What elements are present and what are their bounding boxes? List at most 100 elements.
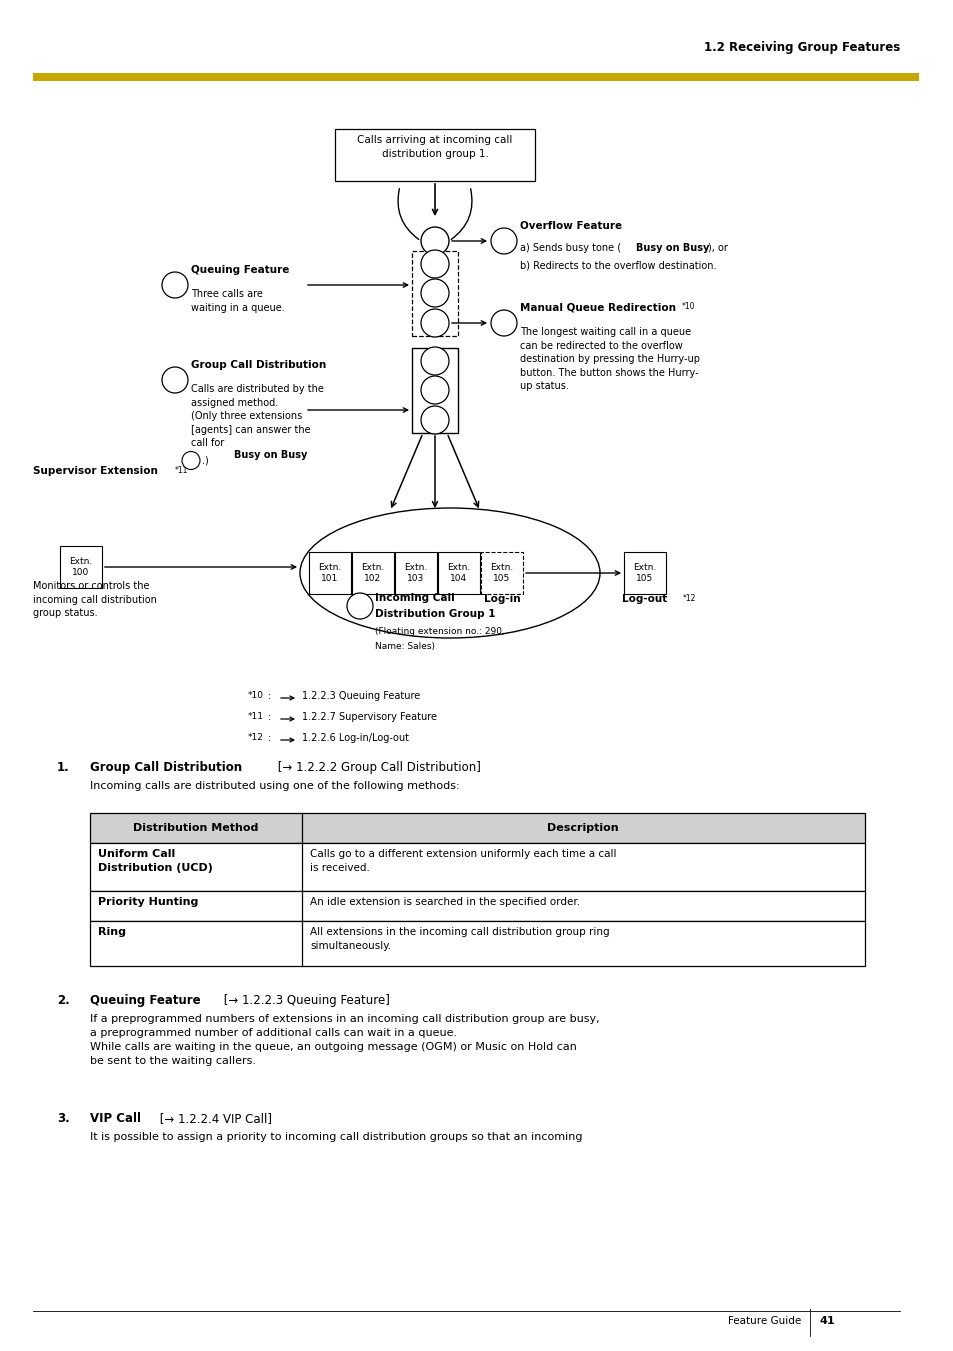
Circle shape bbox=[491, 309, 517, 336]
Text: Extn.
101: Extn. 101 bbox=[318, 563, 341, 584]
Text: *12: *12 bbox=[248, 734, 264, 742]
FancyBboxPatch shape bbox=[335, 128, 535, 181]
Text: If a preprogrammed numbers of extensions in an incoming call distribution group : If a preprogrammed numbers of extensions… bbox=[90, 1015, 599, 1066]
Text: 41: 41 bbox=[820, 1316, 835, 1325]
Text: Monitors or controls the
incoming call distribution
group status.: Monitors or controls the incoming call d… bbox=[33, 581, 156, 619]
Circle shape bbox=[420, 309, 449, 336]
FancyBboxPatch shape bbox=[623, 553, 665, 594]
Text: 7: 7 bbox=[431, 236, 438, 246]
Text: Calls are distributed by the
assigned method.
(Only three extensions
[agents] ca: Calls are distributed by the assigned me… bbox=[191, 384, 323, 449]
Text: C: C bbox=[188, 457, 193, 465]
Circle shape bbox=[162, 367, 188, 393]
Text: Extn.
104: Extn. 104 bbox=[447, 563, 470, 584]
Text: b) Redirects to the overflow destination.: b) Redirects to the overflow destination… bbox=[519, 259, 716, 270]
Text: 4: 4 bbox=[431, 317, 438, 328]
Text: VIP Call: VIP Call bbox=[90, 1112, 141, 1125]
Text: It is possible to assign a priority to incoming call distribution groups so that: It is possible to assign a priority to i… bbox=[90, 1132, 582, 1142]
Circle shape bbox=[491, 228, 517, 254]
Text: Group Call Distribution: Group Call Distribution bbox=[90, 761, 242, 774]
Text: Overflow Feature: Overflow Feature bbox=[519, 222, 621, 231]
Text: 2: 2 bbox=[431, 385, 438, 394]
Text: 1.2.2.7 Supervisory Feature: 1.2.2.7 Supervisory Feature bbox=[302, 712, 436, 721]
Text: 3: 3 bbox=[431, 357, 438, 366]
Text: 1.2 Receiving Group Features: 1.2 Receiving Group Features bbox=[703, 41, 899, 54]
Text: Log-in: Log-in bbox=[483, 594, 519, 604]
Text: *10: *10 bbox=[681, 303, 695, 311]
Text: Manual Queue Redirection: Manual Queue Redirection bbox=[519, 303, 676, 313]
FancyBboxPatch shape bbox=[412, 251, 457, 336]
Text: Feature Guide: Feature Guide bbox=[727, 1316, 801, 1325]
FancyBboxPatch shape bbox=[90, 892, 864, 921]
Text: [→ 1.2.2.4 VIP Call]: [→ 1.2.2.4 VIP Call] bbox=[156, 1112, 272, 1125]
Text: A: A bbox=[356, 601, 363, 611]
Text: *10: *10 bbox=[248, 690, 264, 700]
Text: 3.: 3. bbox=[57, 1112, 70, 1125]
Text: All extensions in the incoming call distribution group ring
simultaneously.: All extensions in the incoming call dist… bbox=[310, 927, 609, 951]
Text: .): .) bbox=[202, 455, 209, 466]
FancyBboxPatch shape bbox=[90, 813, 864, 843]
Circle shape bbox=[162, 272, 188, 299]
FancyBboxPatch shape bbox=[395, 553, 436, 594]
Circle shape bbox=[420, 407, 449, 434]
Text: 5: 5 bbox=[431, 288, 438, 299]
Text: 1.: 1. bbox=[57, 761, 70, 774]
Text: Extn.
102: Extn. 102 bbox=[361, 563, 384, 584]
FancyBboxPatch shape bbox=[90, 843, 864, 892]
Text: Calls arriving at incoming call
distribution group 1.: Calls arriving at incoming call distribu… bbox=[357, 135, 512, 158]
FancyBboxPatch shape bbox=[309, 553, 351, 594]
Text: Description: Description bbox=[547, 823, 618, 834]
Text: (Floating extension no.: 290,: (Floating extension no.: 290, bbox=[375, 627, 504, 636]
Circle shape bbox=[182, 451, 200, 470]
Text: B: B bbox=[172, 376, 178, 385]
Text: Incoming calls are distributed using one of the following methods:: Incoming calls are distributed using one… bbox=[90, 781, 459, 790]
Circle shape bbox=[420, 280, 449, 307]
Text: Supervisor Extension: Supervisor Extension bbox=[33, 466, 157, 476]
Text: [→ 1.2.2.2 Group Call Distribution]: [→ 1.2.2.2 Group Call Distribution] bbox=[274, 761, 480, 774]
Text: Incoming Call: Incoming Call bbox=[375, 593, 455, 603]
Text: 2.: 2. bbox=[57, 994, 70, 1006]
Text: D: D bbox=[172, 281, 178, 289]
Circle shape bbox=[420, 250, 449, 278]
FancyBboxPatch shape bbox=[60, 546, 102, 588]
Text: Uniform Call
Distribution (UCD): Uniform Call Distribution (UCD) bbox=[98, 848, 213, 873]
Text: *12: *12 bbox=[682, 594, 696, 603]
Text: Group Call Distribution: Group Call Distribution bbox=[191, 359, 326, 370]
Text: Distribution Method: Distribution Method bbox=[133, 823, 258, 834]
Circle shape bbox=[347, 593, 373, 619]
Text: ), or: ), or bbox=[707, 243, 727, 253]
Text: *11: *11 bbox=[248, 712, 264, 721]
Text: :: : bbox=[268, 712, 271, 721]
Text: Three calls are
waiting in a queue.: Three calls are waiting in a queue. bbox=[191, 289, 284, 312]
Text: Log-out: Log-out bbox=[621, 594, 667, 604]
Text: [→ 1.2.2.3 Queuing Feature]: [→ 1.2.2.3 Queuing Feature] bbox=[220, 994, 390, 1006]
Text: E: E bbox=[500, 319, 507, 327]
Text: 6: 6 bbox=[431, 259, 438, 269]
Text: Extn.
103: Extn. 103 bbox=[404, 563, 427, 584]
Text: An idle extension is searched in the specified order.: An idle extension is searched in the spe… bbox=[310, 897, 579, 907]
Text: :: : bbox=[268, 690, 271, 701]
Text: 1.2.2.6 Log-in/Log-out: 1.2.2.6 Log-in/Log-out bbox=[302, 734, 409, 743]
Circle shape bbox=[420, 376, 449, 404]
FancyBboxPatch shape bbox=[437, 553, 479, 594]
FancyBboxPatch shape bbox=[480, 553, 522, 594]
Text: Busy on Busy: Busy on Busy bbox=[636, 243, 709, 253]
Text: Priority Hunting: Priority Hunting bbox=[98, 897, 198, 907]
Text: The longest waiting call in a queue
can be redirected to the overflow
destinatio: The longest waiting call in a queue can … bbox=[519, 327, 700, 392]
Circle shape bbox=[420, 227, 449, 255]
Text: *11: *11 bbox=[174, 466, 188, 476]
Text: 1.2.2.3 Queuing Feature: 1.2.2.3 Queuing Feature bbox=[302, 690, 420, 701]
Text: Busy on Busy: Busy on Busy bbox=[233, 450, 307, 459]
FancyBboxPatch shape bbox=[33, 73, 918, 81]
Text: 1: 1 bbox=[431, 415, 438, 426]
Text: Queuing Feature: Queuing Feature bbox=[90, 994, 200, 1006]
Text: a) Sends busy tone (: a) Sends busy tone ( bbox=[519, 243, 620, 253]
Text: Queuing Feature: Queuing Feature bbox=[191, 265, 289, 276]
Text: Extn.
100: Extn. 100 bbox=[70, 557, 92, 577]
Text: Extn.
105: Extn. 105 bbox=[490, 563, 513, 584]
Text: Calls go to a different extension uniformly each time a call
is received.: Calls go to a different extension unifor… bbox=[310, 848, 616, 873]
Text: :: : bbox=[268, 734, 271, 743]
Text: Distribution Group 1: Distribution Group 1 bbox=[375, 609, 495, 619]
Circle shape bbox=[420, 347, 449, 376]
Text: F: F bbox=[500, 236, 507, 246]
Text: Name: Sales): Name: Sales) bbox=[375, 642, 435, 651]
